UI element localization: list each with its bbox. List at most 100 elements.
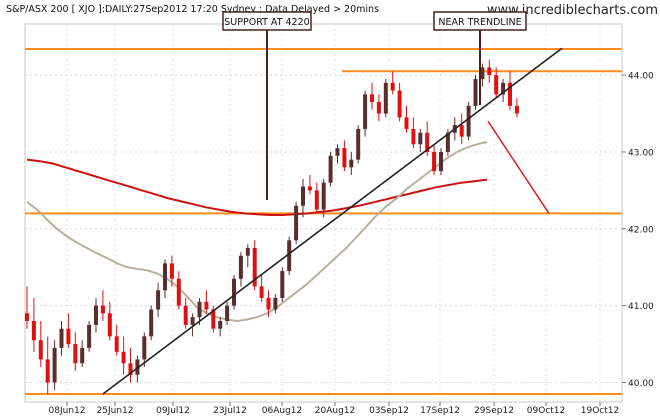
candle-body — [404, 117, 409, 129]
x-tick-label: 09Jul12 — [156, 406, 190, 416]
moving-averages — [26, 141, 488, 323]
x-tick-label: 23Jul12 — [213, 406, 247, 416]
candle-body — [45, 359, 50, 383]
candle-body — [252, 248, 257, 287]
candle-body — [31, 321, 36, 341]
candle-body — [169, 263, 174, 279]
moving-average-long — [26, 158, 488, 216]
candle-body — [204, 301, 209, 310]
trendline — [102, 47, 563, 395]
candle-body — [107, 313, 112, 337]
candle-body — [508, 82, 512, 106]
candle-body — [370, 94, 374, 103]
y-axis: 40.00 41.00 42.00 43.00 44.00 — [622, 72, 654, 389]
candle-body — [259, 286, 264, 298]
candle-body — [363, 94, 368, 129]
x-axis: 08Jun12 25Jun12 09Jul12 23Jul12 06Aug12 20Aug… — [49, 402, 619, 416]
x-tick-label: 19Oct12 — [581, 406, 619, 416]
candle-body — [156, 290, 161, 310]
candle-body — [149, 309, 154, 337]
candle-body — [459, 125, 464, 137]
support-callout-label: SUPPORT AT 4220 — [224, 17, 309, 28]
trend-overlays — [102, 47, 563, 395]
candle-body — [473, 78, 478, 106]
candle-body — [225, 305, 230, 322]
candle-body — [328, 155, 333, 183]
candle-body — [487, 67, 492, 76]
x-tick-label: 08Jun12 — [49, 406, 86, 416]
candle-body — [66, 328, 71, 345]
candle-body — [266, 297, 271, 310]
candle-body — [190, 317, 195, 325]
candle-body — [100, 305, 105, 314]
candle-body — [73, 344, 78, 364]
candle-body — [301, 186, 305, 206]
candle-body — [273, 297, 278, 310]
trendline-callout-box — [433, 11, 527, 31]
candle-body — [59, 328, 64, 348]
candle-body — [25, 313, 29, 322]
trendline-callout: NEAR TRENDLINE — [433, 11, 527, 105]
candle-body — [494, 75, 499, 95]
candle-body — [349, 159, 354, 168]
candle-body — [376, 102, 381, 114]
candle-body — [418, 132, 423, 145]
candle-body — [480, 67, 485, 79]
candle-body — [425, 132, 430, 152]
projection-line — [487, 120, 550, 214]
candle-body — [245, 248, 250, 256]
candle-body — [80, 347, 85, 364]
x-tick-label: 29Sep12 — [474, 406, 514, 416]
support-callout: SUPPORT AT 4220 — [222, 11, 312, 200]
candle-body — [445, 132, 450, 152]
candle-body — [356, 128, 361, 160]
x-tick-label: 03Sep12 — [369, 406, 409, 416]
candle-body — [176, 278, 181, 306]
y-tick-label: 43.00 — [628, 148, 654, 158]
candle-body — [121, 351, 126, 364]
candle-body — [321, 182, 326, 210]
candle-body — [38, 340, 43, 360]
candle-body — [114, 336, 119, 352]
candle-body — [197, 301, 202, 318]
site-watermark: www.incrediblecharts.com — [487, 3, 658, 18]
candle-body — [183, 305, 188, 325]
candle-body — [232, 278, 236, 306]
x-tick-label: 20Aug12 — [315, 406, 355, 416]
chart-header-info: S&P/ASX 200 [ XJO ]:DAILY:27Sep2012 17:2… — [6, 4, 379, 15]
candle-body — [211, 309, 216, 329]
candle-body — [142, 336, 147, 360]
candle-body — [411, 128, 416, 145]
candle-body — [163, 263, 167, 291]
candle-body — [287, 240, 292, 272]
candle-body — [397, 90, 402, 118]
candle-body — [314, 190, 319, 210]
candle-body — [439, 151, 443, 172]
candle-body — [514, 105, 519, 114]
y-tick-label: 42.00 — [628, 225, 654, 235]
candle-body — [307, 186, 312, 191]
trendline-callout-label: NEAR TRENDLINE — [438, 17, 521, 28]
candle-body — [390, 82, 395, 91]
candle-body — [218, 321, 223, 329]
candle-body — [128, 363, 133, 375]
candle-body — [87, 324, 92, 348]
candle-body — [466, 105, 471, 137]
candle-body — [94, 305, 98, 325]
y-tick-label: 41.00 — [628, 302, 654, 312]
y-tick-label: 40.00 — [628, 379, 654, 389]
moving-average-short — [26, 141, 488, 323]
support-callout-box — [222, 11, 312, 31]
candle-body — [280, 271, 285, 298]
candle-body — [294, 205, 299, 241]
candle-body — [501, 82, 506, 95]
candle-body — [238, 255, 243, 279]
x-tick-label: 09Oct12 — [527, 406, 565, 416]
candle-body — [342, 148, 347, 168]
candle-body — [335, 148, 340, 156]
x-tick-label: 17Sep12 — [420, 406, 460, 416]
x-tick-label: 25Jun12 — [97, 406, 134, 416]
candle-body — [383, 82, 388, 114]
candle-body — [432, 151, 437, 172]
